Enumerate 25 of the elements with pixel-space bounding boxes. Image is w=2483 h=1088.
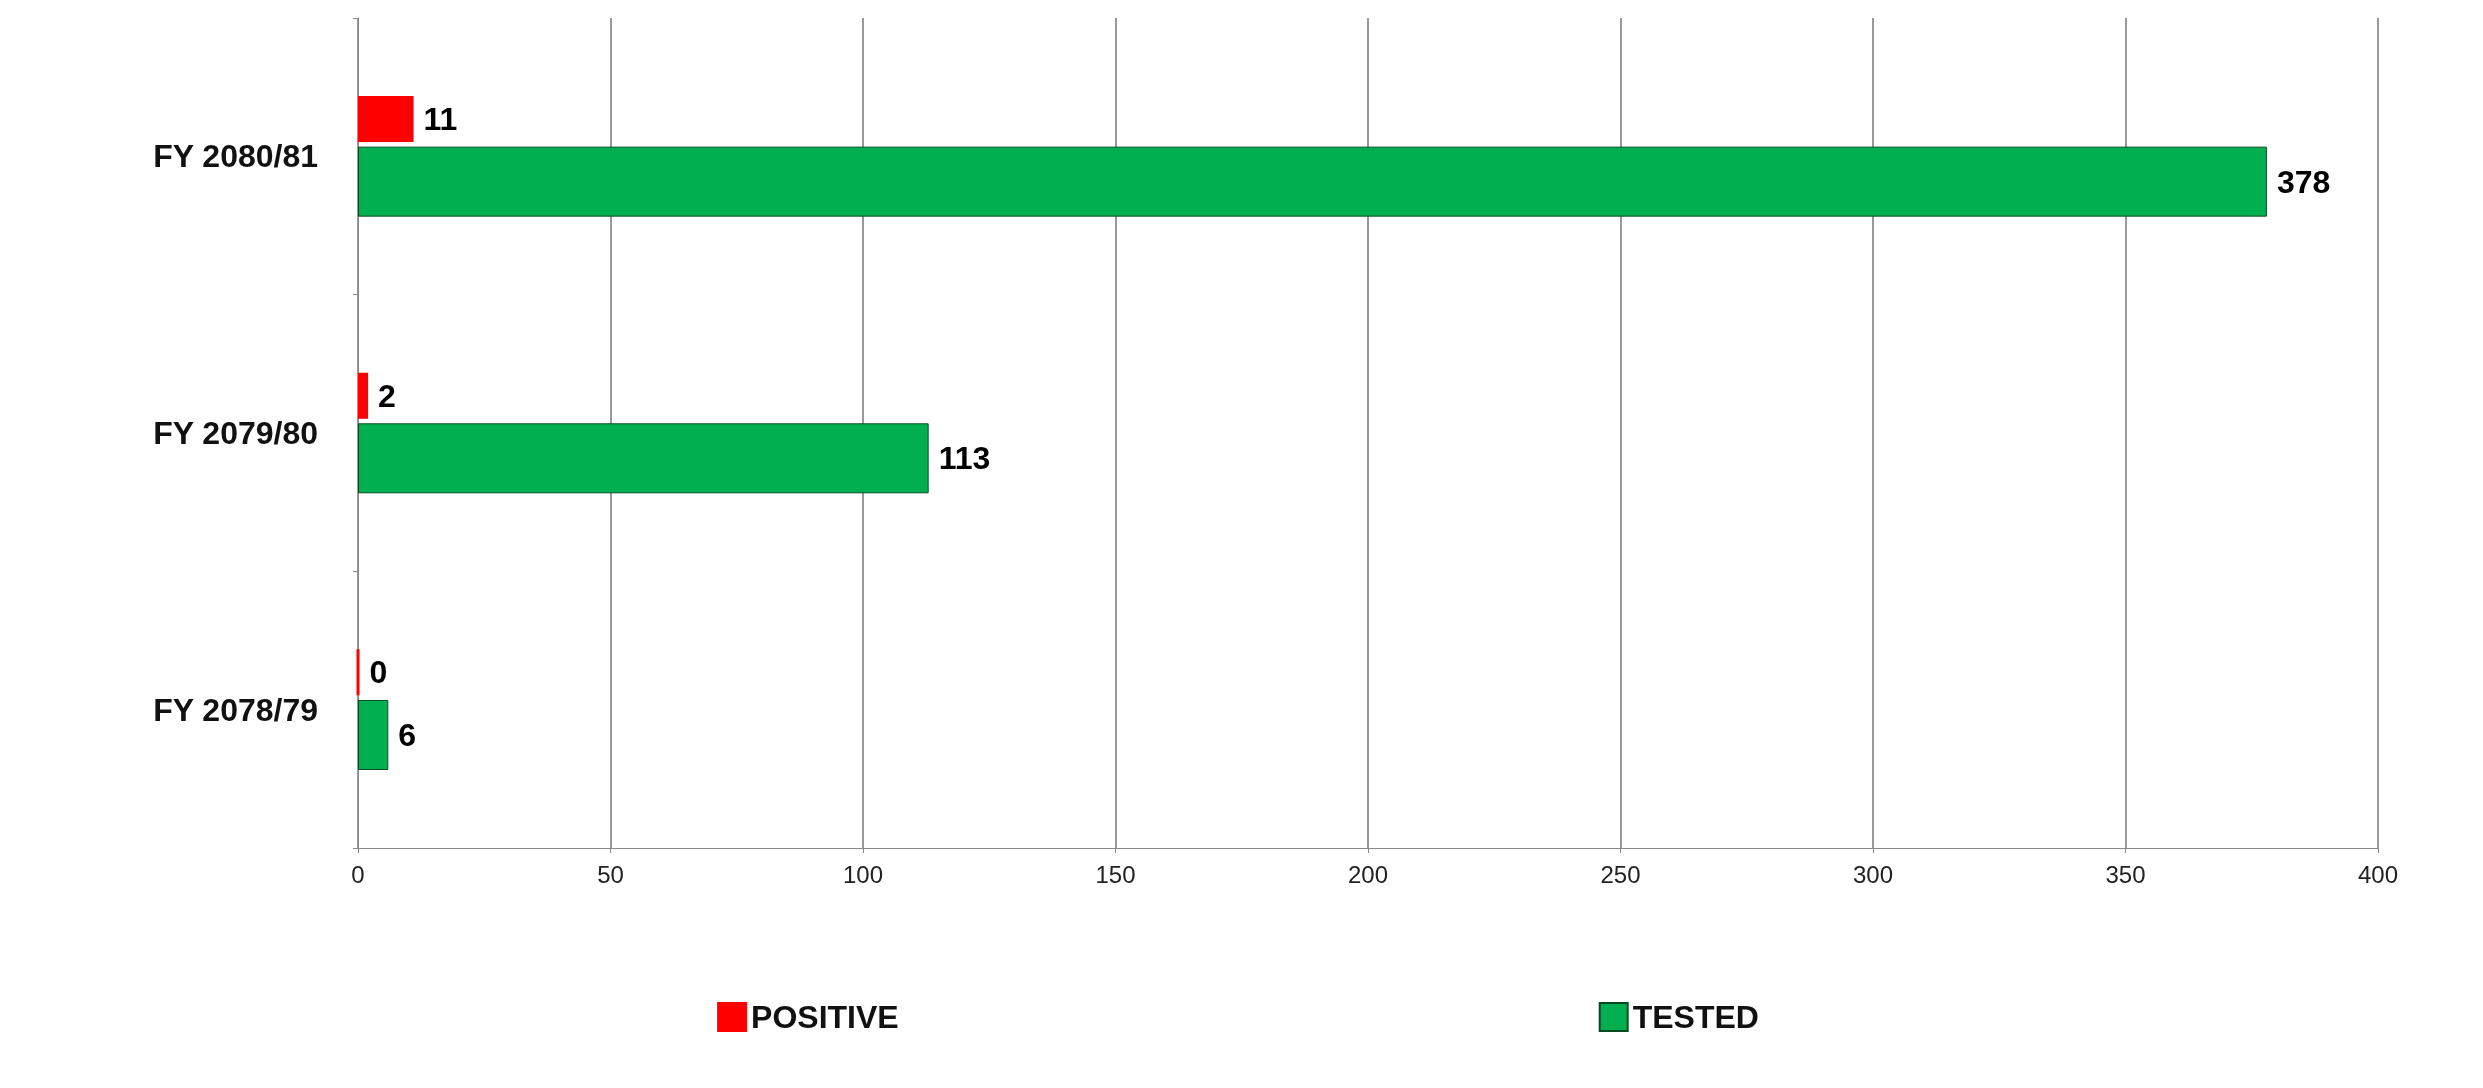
x-tick-label: 300 <box>1852 860 1894 888</box>
y-tick-label: FY 2080/81 <box>153 138 318 175</box>
data-label: 113 <box>938 440 991 477</box>
legend-label: TESTED <box>1632 999 1759 1035</box>
x-tick-label: 50 <box>597 860 624 888</box>
data-label: 11 <box>423 101 458 138</box>
y-tick-label: FY 2079/80 <box>153 415 318 451</box>
x-tick-label: 100 <box>842 860 884 888</box>
x-tick-label: 150 <box>1095 860 1136 888</box>
x-tick-label: 200 <box>1347 860 1389 888</box>
x-tick-label: 350 <box>2105 860 2146 888</box>
x-tick-label: 250 <box>1600 860 1641 888</box>
x-tick-label: 0 <box>351 860 365 888</box>
data-label: 378 <box>2276 163 2331 200</box>
data-label: 6 <box>398 716 417 753</box>
bar <box>358 146 2267 217</box>
y-tick-label: FY 2078/79 <box>153 691 318 728</box>
data-label: 0 <box>369 654 388 691</box>
data-label: 2 <box>378 377 396 414</box>
bar <box>358 96 414 143</box>
bar <box>358 423 929 494</box>
x-tick-label: 400 <box>2357 860 2399 888</box>
bar <box>358 699 389 770</box>
bar <box>358 372 369 419</box>
legend-label: POSITIVE <box>751 999 899 1035</box>
